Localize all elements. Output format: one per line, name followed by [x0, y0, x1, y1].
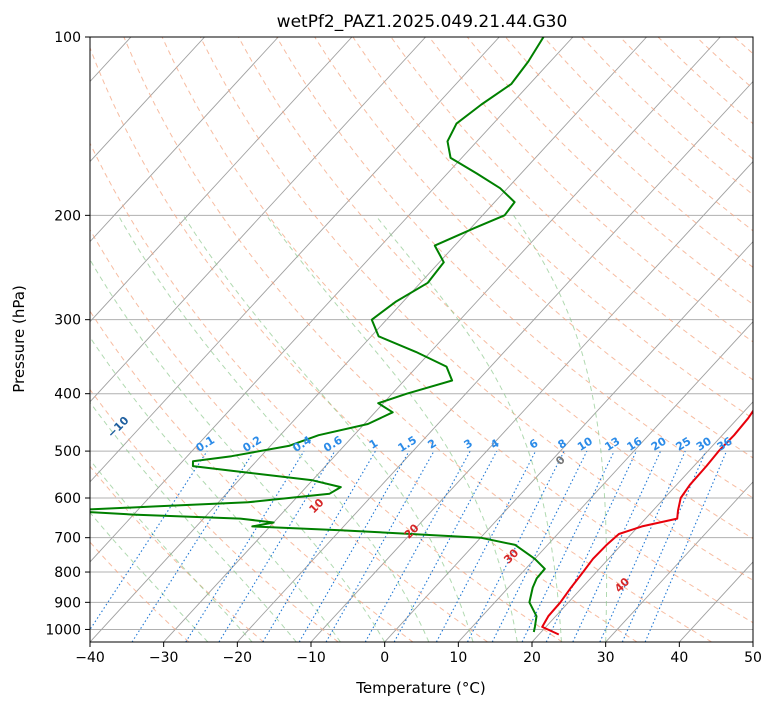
dry-adiabat-line — [90, 310, 414, 642]
isotherm-line — [90, 37, 353, 323]
x-tick-label: −20 — [223, 650, 253, 666]
moist-adiabat-line — [513, 215, 608, 642]
mixing-ratio-line — [185, 450, 305, 642]
dry-adiabat-line — [237, 37, 753, 540]
isotherm-line — [0, 37, 57, 642]
isotherm-line — [237, 80, 753, 642]
plot-frame — [89, 36, 754, 643]
y-tick-label: 900 — [54, 595, 81, 611]
chart-title: wetPf2_PAZ1.2025.049.21.44.G30 — [277, 12, 568, 32]
dry-adiabat-line — [466, 37, 753, 305]
mixing-ratio-line — [393, 450, 498, 642]
isotherm-line — [90, 37, 205, 163]
x-tick-label: 50 — [744, 650, 762, 666]
y-axis-label: Pressure (hPa) — [10, 285, 28, 393]
mixing-ratio-line — [364, 450, 471, 642]
isotherm-line — [163, 37, 721, 642]
mixing-ratio-line — [298, 450, 410, 642]
isotherm-line — [384, 240, 753, 642]
mixing-ratio-line — [621, 450, 707, 642]
x-tick-label: 0 — [380, 650, 389, 666]
y-tick-label: 1000 — [45, 622, 81, 638]
moist-adiabat-line — [90, 336, 341, 642]
moist-adiabat-line — [90, 258, 386, 642]
y-tick-label: 800 — [54, 565, 81, 581]
x-tick-label: 40 — [670, 650, 688, 666]
x-tick-label: −40 — [75, 650, 105, 666]
mixing-ratio-line — [599, 450, 686, 642]
y-tick-label: 200 — [54, 208, 81, 224]
mixing-ratio-line — [644, 450, 728, 642]
isotherm-line — [310, 160, 753, 642]
moist-adiabat-line — [182, 215, 474, 642]
plot-area — [90, 37, 753, 642]
dry-adiabat-line — [90, 46, 638, 642]
thermodynamic-lines — [90, 37, 753, 642]
isotherm-line — [90, 37, 426, 403]
series-layer — [90, 37, 753, 636]
moist-adiabat-line — [265, 215, 518, 642]
x-tick-label: 30 — [597, 650, 615, 666]
isotherm-line — [458, 321, 753, 642]
dry-adiabat-label: −20 — [25, 384, 52, 411]
y-tick-label: 400 — [54, 387, 81, 403]
isotherm-line — [752, 641, 753, 642]
isotherm-line — [90, 37, 500, 483]
isotherm-line — [90, 37, 647, 642]
mixing-ratio-line — [572, 450, 662, 642]
mixing-ratio-line — [325, 450, 435, 642]
dewpoint-profile-line — [90, 37, 546, 633]
temperature-profile-line — [541, 409, 753, 636]
dry-adiabat-line — [390, 37, 753, 381]
dry-adiabat-line — [161, 37, 753, 624]
isotherm-line — [531, 401, 753, 642]
mixing-ratio-line — [131, 450, 255, 642]
mixing-ratio-line — [218, 450, 336, 642]
moist-adiabat-line — [117, 215, 430, 642]
x-tick-label: 10 — [449, 650, 467, 666]
y-axis-ticks: 100 200 300 400 500 600 700 800 900 1000 — [45, 30, 90, 638]
x-tick-label: −30 — [149, 650, 179, 666]
dry-adiabat-line — [90, 465, 264, 642]
dry-adiabat-line — [276, 37, 753, 499]
isotherm-line — [605, 481, 753, 642]
x-axis-ticks: −40 −30 −20 −10 0 10 20 30 40 50 — [75, 642, 762, 666]
moist-adiabat-line — [90, 401, 297, 642]
isotherm-line — [90, 37, 574, 563]
y-tick-label: 500 — [54, 444, 81, 460]
x-tick-label: −10 — [296, 650, 326, 666]
mixing-ratio-line — [262, 450, 376, 642]
isotherm-line — [90, 37, 279, 243]
y-tick-label: 100 — [54, 30, 81, 46]
y-tick-label: 700 — [54, 531, 81, 547]
dry-adiabat-line — [90, 228, 488, 642]
x-axis-label: Temperature (°C) — [355, 679, 485, 697]
dry-adiabat-line — [90, 142, 563, 642]
y-tick-label: 300 — [54, 313, 81, 329]
x-tick-label: 20 — [523, 650, 541, 666]
mixing-ratio-line — [521, 450, 615, 642]
y-tick-label: 600 — [54, 491, 81, 507]
grid-layer — [0, 37, 753, 642]
